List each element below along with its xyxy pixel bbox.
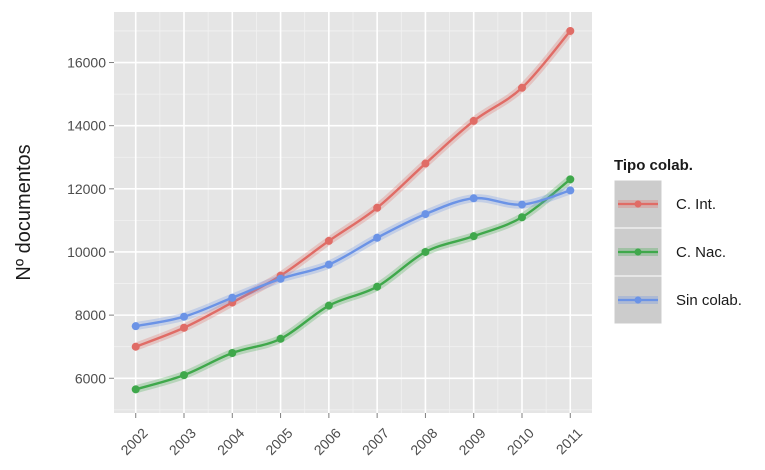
data-point [373,203,382,212]
x-tick-label: 2007 [359,425,392,458]
y-tick-label: 12000 [67,181,106,197]
legend-label: C. Nac. [676,244,726,261]
data-point [566,26,575,35]
y-axis-title: Nº documentos [13,144,35,280]
series-layer [131,26,575,394]
data-point [373,282,382,291]
series-line [135,178,572,391]
x-tick-label: 2004 [214,425,247,458]
legend-item-c-int: C. Int. [613,179,716,229]
data-point [131,322,140,331]
x-tick-label: 2011 [553,425,586,458]
legend-title: Tipo colab. [614,157,693,174]
data-point [469,232,478,241]
data-point [276,334,285,343]
y-tick-label: 14000 [67,118,106,134]
series-sin-colab [131,186,575,331]
legend-key-point [634,200,642,208]
x-tick-label: 2010 [504,425,537,458]
data-point [228,293,237,302]
data-point [180,323,189,332]
legend-item-c-nac: C. Nac. [613,227,726,277]
x-tick-label: 2002 [117,425,150,458]
series-line [135,30,572,348]
y-tick-label: 16000 [67,55,106,71]
data-point [324,260,333,269]
data-point [421,247,430,256]
data-point [566,186,575,195]
x-tick-label: 2009 [455,425,488,458]
legend-label: Sin colab. [676,292,742,309]
data-point [517,83,526,92]
data-point [469,194,478,203]
series-c-nac [131,175,575,394]
data-point [566,175,575,184]
data-point [131,385,140,394]
grid-major [114,12,592,413]
y-axis: 6000 8000 10000 12000 14000 16000 [67,55,114,386]
data-point [373,233,382,242]
x-tick-label: 2006 [311,425,344,458]
data-point [421,159,430,168]
data-point [131,342,140,351]
legend-key-point [634,248,642,256]
y-tick-label: 8000 [75,307,106,323]
x-axis: 2002 2003 2004 2005 2006 2007 2008 2009 2010 2011 [117,413,585,458]
data-point [517,213,526,222]
data-point [517,200,526,209]
legend-item-sin-colab: Sin colab. [613,275,742,325]
series-c-int [131,26,575,351]
data-point [228,349,237,358]
legend: Tipo colab. C. Int. C. Nac. Sin colab. [613,157,742,325]
data-point [324,236,333,245]
x-tick-label: 2008 [407,425,440,458]
legend-label: C. Int. [676,196,716,213]
data-point [180,371,189,380]
data-point [469,116,478,125]
y-tick-label: 6000 [75,370,106,386]
data-point [324,301,333,310]
x-tick-label: 2005 [262,425,295,458]
series-line [135,189,571,328]
data-point [180,312,189,321]
data-point [421,210,430,219]
y-tick-label: 10000 [67,244,106,260]
data-point [276,274,285,283]
legend-key-point [634,296,642,304]
x-tick-label: 2003 [166,425,199,458]
